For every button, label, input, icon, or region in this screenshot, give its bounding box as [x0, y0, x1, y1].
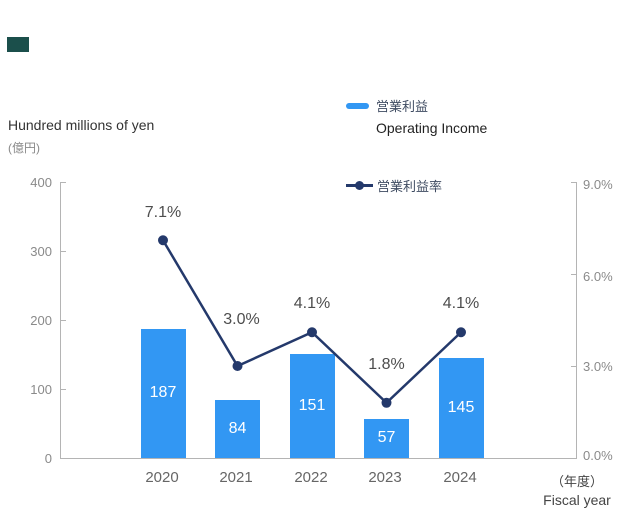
bar-value-label: 151	[298, 396, 326, 414]
axis-tick-mark	[571, 366, 576, 367]
bar-2021: 84	[215, 400, 260, 458]
bar-value-label: 84	[228, 420, 247, 438]
right-axis-tick-3: 3.0%	[583, 359, 613, 374]
x-label-2024: 2024	[443, 469, 477, 486]
x-axis-unit-jp: （年度）	[550, 474, 603, 489]
left-axis-tick-300: 300	[30, 244, 52, 259]
line-point	[307, 327, 317, 338]
line-point	[232, 361, 243, 371]
axis-tick-mark	[61, 182, 66, 183]
bar-value-label: 57	[377, 429, 396, 447]
left-axis-tick-100: 100	[30, 382, 52, 397]
line-point	[158, 235, 168, 246]
line-point	[456, 327, 466, 338]
margin-line-chart	[158, 235, 466, 408]
axis-tick-mark	[61, 389, 66, 390]
point-label-2024: 4.1%	[442, 295, 480, 313]
legend-item-operating-margin: 営業利益率	[346, 176, 487, 195]
point-label-2021: 3.0%	[223, 311, 260, 328]
plot-area: 187 84 151 57 145 7.1% 3.0% 4.1% 1.8% 4.1%	[60, 182, 577, 459]
bar-value-label: 145	[447, 398, 475, 416]
legend-item-operating-income: 営業利益	[346, 96, 487, 115]
right-axis-tick-0: 0.0%	[583, 448, 613, 463]
x-axis-unit: （年度） Fiscal year	[540, 471, 614, 508]
left-axis-tick-200: 200	[30, 313, 52, 328]
axis-tick-mark	[61, 251, 66, 252]
axis-tick-mark	[571, 182, 576, 183]
point-label-2023: 1.8%	[368, 355, 405, 373]
bar-2023: 57	[364, 418, 409, 458]
right-axis-tick-9: 9.0%	[583, 177, 613, 192]
axis-tick-mark	[61, 320, 66, 321]
corner-accent-swatch	[7, 37, 29, 52]
left-axis-title-jp: (億円)	[8, 141, 40, 155]
line-marker-icon	[355, 181, 364, 191]
x-label-2020: 2020	[145, 469, 179, 486]
x-label-2022: 2022	[294, 469, 328, 486]
x-label-2021: 2021	[219, 469, 253, 486]
bar-2020: 187	[140, 328, 186, 458]
axis-tick-mark	[571, 274, 576, 275]
left-axis-title-en: Hundred millions of yen	[8, 117, 155, 133]
legend-label-jp: 営業利益	[376, 99, 429, 114]
left-axis-tick-0: 0	[44, 451, 52, 466]
legend-label-en: Operating Income	[376, 120, 488, 136]
line-series-swatch-icon	[346, 181, 373, 191]
bar-2022: 151	[289, 353, 335, 458]
chart-legend: 営業利益 Operating Income 営業利益率	[346, 96, 487, 195]
bar-value-label: 187	[149, 384, 177, 402]
point-label-2022: 4.1%	[293, 295, 331, 313]
bar-2024: 145	[438, 357, 484, 458]
legend-line-label-jp: 営業利益率	[377, 179, 443, 194]
left-axis-tick-400: 400	[30, 175, 52, 190]
line-point	[381, 397, 392, 408]
bar-series-swatch-icon	[346, 102, 369, 109]
x-label-2023: 2023	[368, 469, 402, 486]
right-axis-tick-6: 6.0%	[583, 269, 613, 284]
point-label-2020: 7.1%	[144, 204, 182, 222]
x-axis-unit-en: Fiscal year	[543, 492, 611, 508]
